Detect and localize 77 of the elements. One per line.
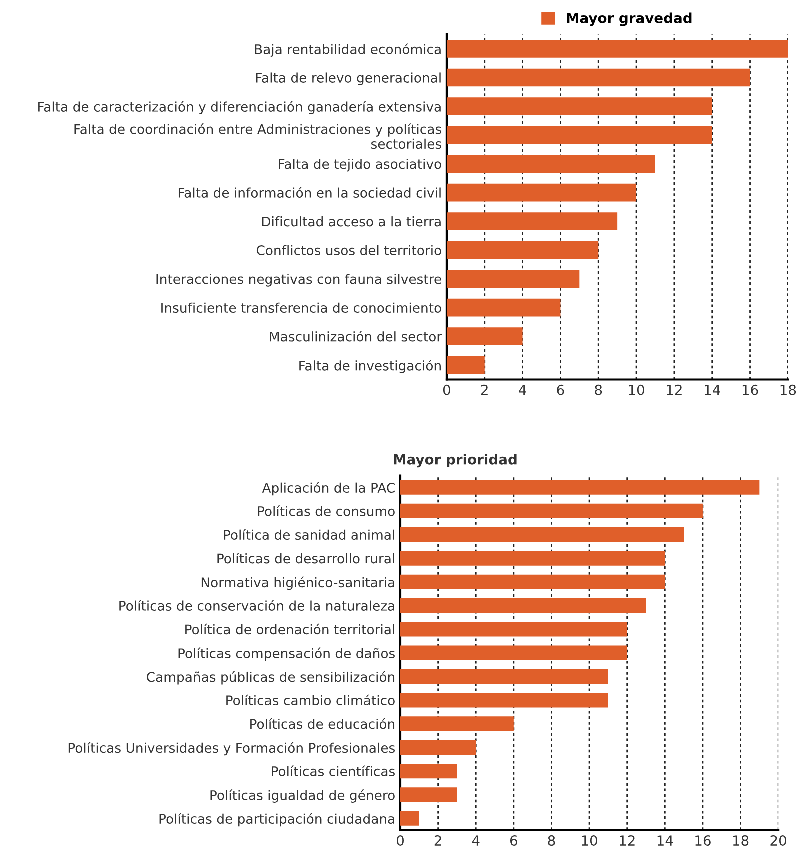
y-tick-label: Falta de tejido asociativo bbox=[279, 159, 442, 172]
y-tick-label: Falta de coordinación entre Administraciones y políticas sectoriales bbox=[74, 124, 442, 150]
bar bbox=[400, 740, 476, 755]
y-tick-label: Masculinización del sector bbox=[270, 331, 442, 342]
x-tick-label: 2 bbox=[481, 384, 488, 396]
y-tick-label: Política de sanidad animal bbox=[224, 529, 394, 540]
y-tick-label: Políticas cambio climático bbox=[226, 694, 395, 706]
y-tick-label: Interacciones negativas con fauna silvestre bbox=[156, 274, 442, 287]
x-tick-label: 18 bbox=[780, 384, 796, 396]
y-tick-label: Baja rentabilidad económica bbox=[255, 44, 441, 57]
y-tick-label: Políticas Universidades y Formación Profesionales bbox=[68, 742, 395, 756]
x-tick-label: 14 bbox=[705, 385, 720, 396]
y-tick-label: Normativa higiénico-sanitaria bbox=[202, 576, 394, 590]
x-tick-label: 8 bbox=[595, 384, 602, 396]
y-tick-label: Políticas de participación ciudadana bbox=[160, 813, 394, 827]
bar bbox=[400, 669, 608, 684]
bar bbox=[446, 155, 656, 173]
x-tick-label: 10 bbox=[629, 384, 644, 396]
x-tick-label: 4 bbox=[519, 385, 526, 396]
y-tick-label: Política de ordenación territorial bbox=[186, 624, 394, 635]
y-tick-label: Políticas de desarrollo rural bbox=[218, 552, 394, 564]
bar bbox=[446, 184, 637, 202]
bar bbox=[446, 356, 485, 374]
y-tick-label: Dificultad acceso a la tierra bbox=[262, 216, 441, 227]
y-tick-label: Campañas públicas de sensibilización bbox=[147, 671, 395, 685]
bar bbox=[446, 328, 523, 346]
x-tick-label: 16 bbox=[696, 836, 711, 846]
y-tick-label: Políticas de consumo bbox=[258, 506, 395, 516]
y-tick-label: Políticas de educación bbox=[250, 718, 395, 730]
y-tick-label: Falta de caracterización y diferenciación ganadería extensiva bbox=[38, 101, 441, 115]
chart-title: Mayor prioridad bbox=[394, 454, 517, 468]
y-tick-label: Falta de información en la sociedad civil bbox=[178, 187, 441, 198]
x-tick-label: 18 bbox=[733, 836, 749, 846]
bar bbox=[400, 646, 628, 660]
bar bbox=[446, 40, 788, 58]
x-tick-label: 12 bbox=[667, 384, 682, 396]
y-tick-label: Insuficiente transferencia de conocimiento bbox=[162, 302, 442, 314]
bar bbox=[400, 504, 703, 519]
x-tick-label: 0 bbox=[443, 384, 450, 396]
bar bbox=[400, 551, 666, 566]
bar bbox=[446, 298, 561, 317]
y-tick-label: Aplicación de la PAC bbox=[262, 482, 395, 496]
bar bbox=[400, 622, 628, 637]
bar bbox=[400, 693, 608, 708]
bar bbox=[400, 480, 760, 495]
bar bbox=[400, 811, 420, 826]
bar bbox=[400, 528, 684, 542]
bar bbox=[400, 574, 666, 590]
x-tick-label: 8 bbox=[548, 836, 556, 846]
bar bbox=[446, 212, 618, 230]
x-tick-label: 6 bbox=[510, 836, 518, 846]
bar bbox=[446, 98, 712, 116]
x-tick-label: 10 bbox=[582, 836, 598, 846]
y-tick-label: Políticas científicas bbox=[272, 766, 395, 776]
bar bbox=[446, 68, 750, 87]
x-tick-label: 6 bbox=[557, 384, 564, 396]
x-tick-label: 4 bbox=[472, 836, 480, 846]
bar bbox=[446, 241, 599, 260]
bar bbox=[400, 764, 458, 779]
x-tick-label: 20 bbox=[770, 836, 786, 846]
x-tick-label: 16 bbox=[742, 384, 758, 396]
y-tick-label: Políticas de conservación de la naturaleza bbox=[120, 600, 394, 611]
y-tick-label: Políticas igualdad de género bbox=[210, 790, 395, 803]
x-tick-label: 0 bbox=[396, 836, 404, 846]
bar bbox=[446, 270, 580, 288]
x-tick-label: 2 bbox=[434, 836, 442, 846]
y-tick-label: Falta de investigación bbox=[300, 360, 441, 374]
bar bbox=[400, 598, 646, 614]
y-tick-label: Conflictos usos del territorio bbox=[256, 245, 442, 256]
legend-label: Mayor gravedad bbox=[567, 12, 692, 26]
bar bbox=[400, 788, 458, 802]
y-tick-label: Falta de relevo generacional bbox=[256, 72, 441, 86]
y-tick-label: Políticas compensación de daños bbox=[178, 648, 395, 662]
x-tick-label: 14 bbox=[658, 836, 674, 846]
bar bbox=[400, 716, 514, 732]
x-tick-label: 12 bbox=[620, 836, 635, 846]
bar bbox=[446, 126, 712, 144]
